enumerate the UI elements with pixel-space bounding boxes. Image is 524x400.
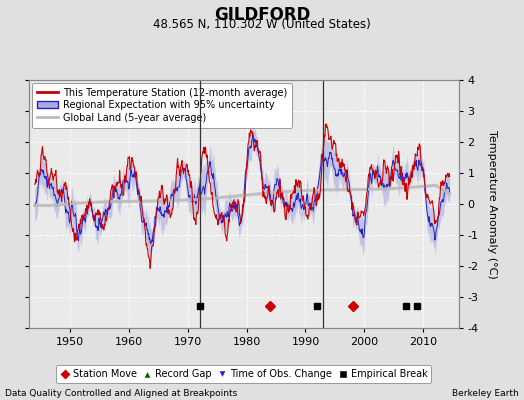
Text: GILDFORD: GILDFORD (214, 6, 310, 24)
Legend: Station Move, Record Gap, Time of Obs. Change, Empirical Break: Station Move, Record Gap, Time of Obs. C… (56, 365, 431, 383)
Y-axis label: Temperature Anomaly (°C): Temperature Anomaly (°C) (487, 130, 497, 278)
Text: Data Quality Controlled and Aligned at Breakpoints: Data Quality Controlled and Aligned at B… (5, 389, 237, 398)
Text: Berkeley Earth: Berkeley Earth (452, 389, 519, 398)
Text: 48.565 N, 110.302 W (United States): 48.565 N, 110.302 W (United States) (153, 18, 371, 31)
